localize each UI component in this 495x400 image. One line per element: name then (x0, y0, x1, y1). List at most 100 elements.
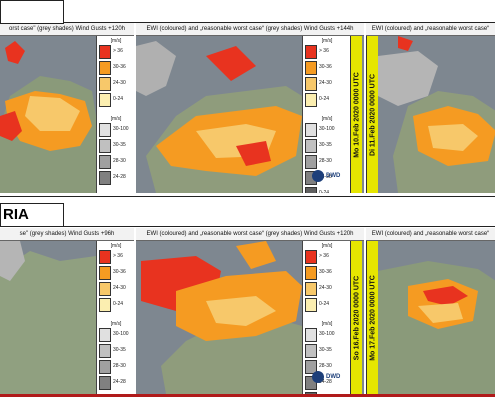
legend-label: 30-100 (319, 126, 335, 132)
date-bar: Mo 17.Feb 2020 0000 UTC (366, 241, 378, 394)
legend-swatch (99, 266, 111, 280)
legend-label: 0-24 (113, 96, 124, 102)
legend-unit: [m/s] (321, 116, 333, 122)
legend-swatch (99, 61, 111, 75)
panel-header: EWI (coloured) and „reasonable worst cas… (366, 228, 495, 241)
legend-swatch (99, 93, 111, 107)
legend-label: 0-24 (319, 301, 330, 307)
legend-label: 28-30 (113, 158, 126, 164)
date-label: Mo 10.Feb 2020 0000 UTC (353, 71, 360, 158)
legend-label: 0-24 (319, 96, 330, 102)
legend-label: 30-36 (113, 64, 126, 70)
legend-label: 28-30 (113, 363, 126, 369)
divider (0, 226, 495, 227)
legend-swatch (305, 266, 317, 280)
divider (0, 22, 495, 23)
legend-swatch (305, 282, 317, 296)
legend-label: 30-36 (319, 269, 332, 275)
legend-swatch (99, 139, 111, 153)
date-bar: Di 11.Feb 2020 0000 UTC (366, 36, 378, 193)
legend-swatch (99, 77, 111, 91)
legend-swatch (99, 250, 111, 264)
legend-swatch (99, 155, 111, 169)
bottom-rule (0, 394, 495, 397)
forecast-map (378, 241, 495, 394)
legend-swatch (305, 187, 317, 193)
legend-label: 30-100 (113, 331, 129, 337)
legend-label: 30-36 (113, 269, 126, 275)
legend: [m/s] > 36 30-36 24-30 0-24 [m/s] 30-100… (96, 241, 134, 394)
legend-swatch (305, 392, 317, 394)
legend-label: 30-35 (319, 142, 332, 148)
legend-label: 24-30 (113, 285, 126, 291)
legend-swatch (99, 298, 111, 312)
legend-label: 30-100 (319, 331, 335, 337)
legend: [m/s] > 36 30-36 24-30 0-24 [m/s] 30-100… (302, 241, 351, 394)
legend-label: 24-30 (319, 80, 332, 86)
legend-swatch (99, 328, 111, 342)
map-panel-1[interactable]: orst case" (grey shades) Wind Gusts +120… (0, 23, 134, 193)
legend: [m/s] > 36 30-36 24-30 0-24 [m/s] 30-100… (96, 36, 134, 193)
legend-swatch (305, 328, 317, 342)
legend-label: 30-35 (319, 347, 332, 353)
map-panel-2[interactable]: EWI (coloured) and „reasonable worst cas… (136, 23, 364, 193)
legend-label: 30-36 (319, 64, 332, 70)
legend-swatch (99, 360, 111, 374)
legend-label: 28-30 (319, 363, 332, 369)
row-label-top (0, 0, 64, 24)
date-bar: So 16.Feb 2020 0000 UTC (350, 241, 362, 394)
forecast-map (378, 36, 495, 193)
legend-swatch (305, 298, 317, 312)
legend-label: 24-30 (113, 80, 126, 86)
legend-swatch (305, 123, 317, 137)
dwd-logo-icon (312, 170, 324, 182)
map-panel-5[interactable]: EWI (coloured) and „reasonable worst cas… (136, 228, 364, 394)
legend-label: 0-24 (113, 301, 124, 307)
legend-label: 30-35 (113, 142, 126, 148)
legend-swatch (99, 171, 111, 185)
legend-swatch (99, 45, 111, 59)
map-panel-3[interactable]: EWI (coloured) and „reasonable worst cas… (366, 23, 495, 193)
legend-unit: [m/s] (110, 243, 122, 249)
legend-label: 30-100 (113, 126, 129, 132)
legend-label: 0-24 (319, 190, 330, 193)
forecast-map (136, 36, 302, 193)
map-panel-6[interactable]: EWI (coloured) and „reasonable worst cas… (366, 228, 495, 394)
row-label-bottom: RIA (0, 203, 64, 227)
forecast-map (136, 241, 302, 394)
legend-label: 28-30 (319, 158, 332, 164)
date-label: Mo 17.Feb 2020 0000 UTC (369, 274, 376, 361)
dwd-label: DWD (326, 173, 341, 179)
legend-label: > 36 (319, 253, 329, 259)
panel-header: EWI (coloured) and „reasonable worst cas… (136, 23, 364, 36)
legend-label: > 36 (113, 253, 123, 259)
panel-header: EWI (coloured) and „reasonable worst cas… (136, 228, 364, 241)
legend-swatch (99, 282, 111, 296)
legend-swatch (305, 77, 317, 91)
legend-label: 24-28 (319, 379, 332, 385)
legend: [m/s] > 36 30-36 24-30 0-24 [m/s] 30-100… (302, 36, 351, 193)
legend-label: 24-30 (319, 285, 332, 291)
date-label: Di 11.Feb 2020 0000 UTC (369, 73, 376, 156)
dwd-label: DWD (326, 374, 341, 380)
forecast-map (0, 241, 96, 394)
legend-unit: [m/s] (110, 38, 122, 44)
forecast-map (0, 36, 96, 193)
legend-unit: [m/s] (321, 243, 333, 249)
legend-swatch (305, 139, 317, 153)
map-panel-4[interactable]: se" (grey shades) Wind Gusts +96h [m/s] … (0, 228, 134, 394)
legend-swatch (305, 360, 317, 374)
panel-header: se" (grey shades) Wind Gusts +96h (0, 228, 134, 241)
legend-label: 30-35 (113, 347, 126, 353)
legend-swatch (99, 123, 111, 137)
date-label: So 16.Feb 2020 0000 UTC (353, 275, 360, 360)
legend-unit: [m/s] (110, 321, 122, 327)
legend-unit: [m/s] (321, 38, 333, 44)
dwd-logo-icon (312, 371, 324, 383)
legend-label: 24-28 (113, 379, 126, 385)
legend-label: 24-28 (113, 174, 126, 180)
date-bar: Mo 10.Feb 2020 0000 UTC (350, 36, 362, 193)
legend-swatch (305, 344, 317, 358)
legend-label: > 36 (319, 48, 329, 54)
panel-header: orst case" (grey shades) Wind Gusts +120… (0, 23, 134, 36)
